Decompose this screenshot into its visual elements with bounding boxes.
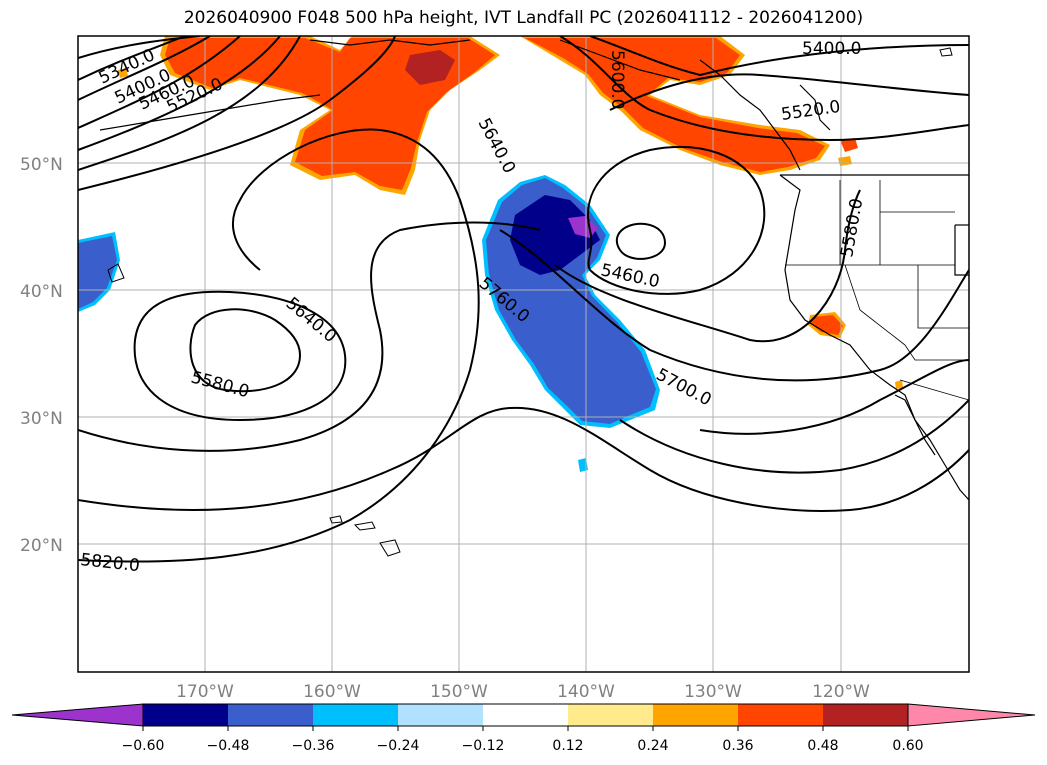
contour-label: 5600.0 [607,50,627,109]
colorbar-segment [398,704,483,726]
positive-ivt-region [118,36,903,389]
colorbar-segment [653,704,738,726]
colorbar-tick-label: −0.36 [292,738,335,754]
lon-label-120w: 120°W [812,682,870,702]
colorbar-segment [823,704,908,726]
lon-label-160w: 160°W [303,682,361,702]
colorbar-segment [738,704,823,726]
longitude-labels: 170°W 160°W 150°W 140°W 130°W 120°W [176,682,870,702]
lat-label-30n: 30°N [20,409,63,429]
colorbar-tick-label: 0.48 [807,738,838,754]
latitude-labels: 50°N 40°N 30°N 20°N [20,155,63,556]
map-frame [77,35,970,673]
lat-label-40n: 40°N [20,282,63,302]
colorbar-segment [483,704,568,726]
negative-ivt-region [78,175,660,472]
contour-label: 5400.0 [802,39,861,59]
colorbar-extend-high [907,703,1036,727]
lat-label-50n: 50°N [20,155,63,175]
colorbar-tick-label: −0.12 [462,738,505,754]
colorbar-tick-label: 0.36 [722,738,753,754]
colorbar-tick-label: 0.12 [552,738,583,754]
map-title: 2026040900 F048 500 hPa height, IVT Land… [183,8,864,28]
colorbar-segment [143,704,228,726]
colorbar-segment [228,704,313,726]
lat-label-20n: 20°N [20,536,63,556]
colorbar-segment [313,704,398,726]
islands [107,47,953,557]
height-contours [78,36,969,563]
lon-label-150w: 150°W [430,682,488,702]
colorbar-tick-label: 0.60 [892,738,923,754]
colorbar-extend-low [11,703,144,727]
lon-label-130w: 130°W [684,682,742,702]
colorbar-outline [142,703,909,727]
colorbar: −0.60 −0.48 −0.36 −0.24 −0.12 0.12 0.24 0.36 0.4… [11,703,1036,754]
colorbar-tick-label: −0.24 [377,738,420,754]
lon-label-170w: 170°W [176,682,234,702]
lon-label-140w: 140°W [557,682,615,702]
colorbar-tick-label: −0.60 [122,738,165,754]
colorbar-segment [568,704,653,726]
gridlines [78,36,969,672]
colorbar-tick-label: −0.48 [207,738,250,754]
colorbar-tick-label: 0.24 [637,738,668,754]
